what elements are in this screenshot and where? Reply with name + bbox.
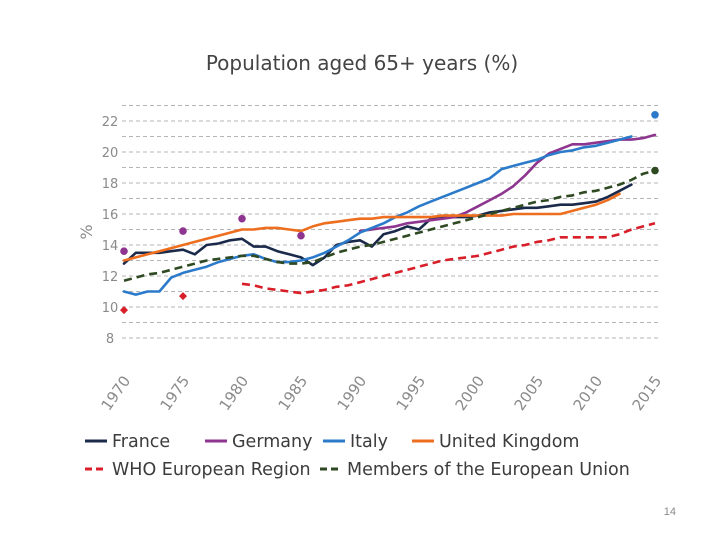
point-marker — [651, 111, 659, 119]
point-marker — [238, 214, 246, 223]
legend: France Germany Italy United Kingdom WHO Euro… — [85, 432, 630, 480]
legend-label: United Kingdom — [439, 432, 579, 452]
point-markers — [120, 111, 659, 315]
y-tick-label: 22 — [102, 115, 119, 130]
y-tick-label: 8 — [106, 332, 114, 347]
y-axis-label: % — [77, 224, 96, 239]
y-axis-ticks: 8 10 12 14 16 18 20 22 — [102, 115, 119, 347]
series-line-united-kingdom — [122, 192, 621, 262]
gridlines — [122, 105, 660, 339]
y-tick-label: 14 — [102, 239, 119, 254]
x-tick-label: 2010 — [570, 372, 607, 414]
y-tick-label: 18 — [102, 177, 119, 192]
x-tick-label: 1990 — [334, 372, 371, 414]
legend-label: Italy — [350, 432, 388, 452]
y-tick-label: 20 — [102, 146, 119, 161]
point-marker — [120, 306, 128, 315]
series-line-italy — [122, 135, 633, 296]
slide-number: 14 — [663, 506, 676, 518]
x-axis-ticks: 1970 1975 1980 1985 1990 1995 2000 2005 2010 2015 — [98, 372, 666, 414]
legend-label: Members of the European Union — [347, 460, 630, 480]
legend-label: France — [112, 432, 170, 452]
series-line-members-of-the-european-union — [123, 169, 656, 282]
x-tick-label: 2000 — [452, 372, 489, 414]
x-tick-label: 2015 — [629, 372, 666, 414]
point-marker — [179, 292, 187, 301]
y-tick-label: 10 — [102, 301, 119, 316]
y-tick-label: 16 — [102, 208, 119, 223]
x-tick-label: 1995 — [393, 372, 430, 414]
x-tick-label: 1970 — [98, 372, 135, 414]
x-tick-label: 1975 — [157, 372, 194, 414]
series-line-who-european-region — [241, 222, 656, 295]
series-lines — [122, 133, 657, 296]
point-marker — [297, 231, 305, 240]
x-tick-label: 2005 — [511, 372, 548, 414]
series-line-france — [122, 183, 633, 267]
legend-label: Germany — [232, 432, 312, 452]
point-marker — [120, 247, 128, 255]
chart-title: Population aged 65+ years (%) — [206, 51, 518, 75]
series-line-germany — [358, 133, 657, 233]
x-tick-label: 1980 — [216, 372, 253, 414]
point-marker — [179, 227, 187, 235]
x-tick-label: 1985 — [275, 372, 312, 414]
legend-label: WHO European Region — [112, 460, 311, 480]
y-tick-label: 12 — [102, 270, 119, 285]
point-marker — [651, 166, 659, 175]
